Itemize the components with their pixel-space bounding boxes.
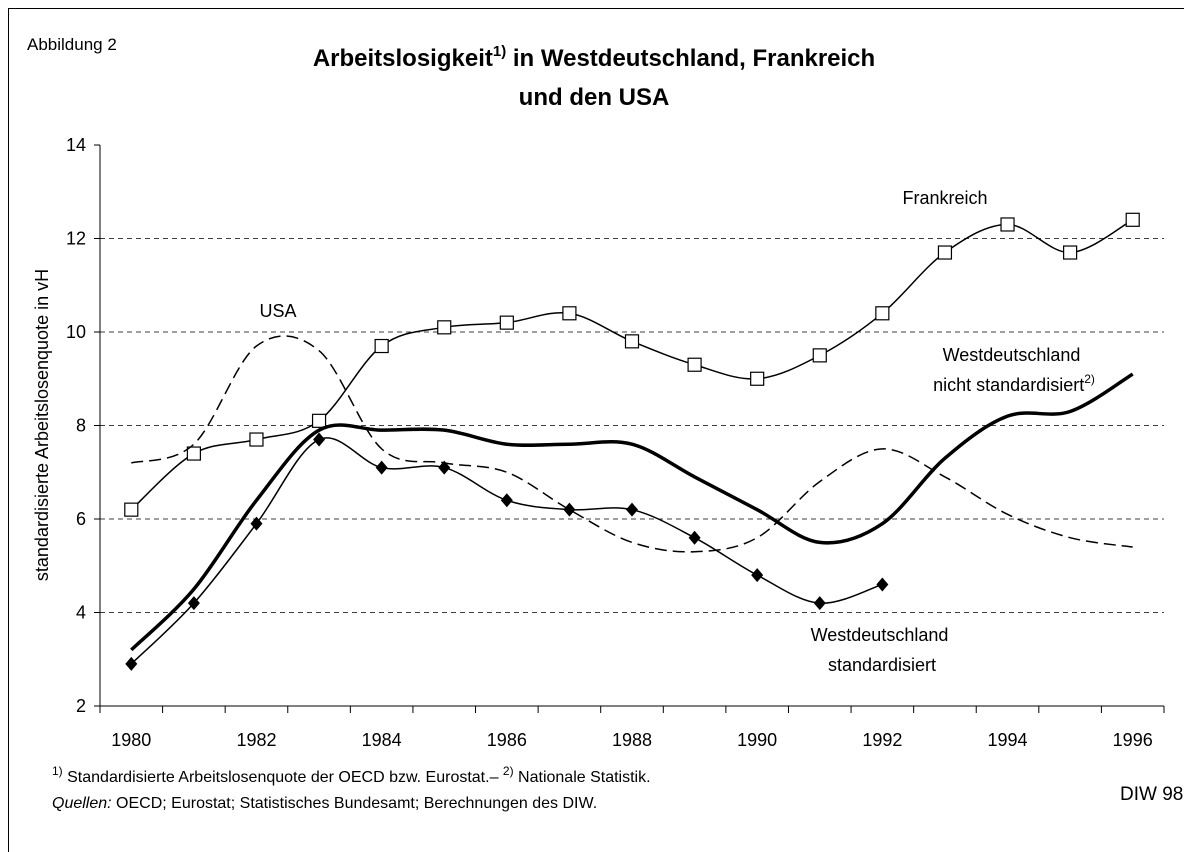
series-line bbox=[130, 437, 883, 665]
credit: DIW 98 bbox=[1120, 784, 1183, 805]
series-label-line: nicht standardisiert bbox=[933, 375, 1084, 395]
footnote-text: Nationale Statistik. bbox=[518, 769, 651, 786]
marker bbox=[250, 516, 263, 531]
series-label: Westdeutschland nicht standardisiert2) bbox=[933, 345, 1095, 395]
y-tick-label: 4 bbox=[76, 603, 86, 623]
series-label-line: Frankreich bbox=[902, 188, 987, 208]
marker bbox=[187, 596, 200, 611]
x-tick-label: 1996 bbox=[1113, 730, 1153, 750]
marker bbox=[249, 432, 264, 447]
marker bbox=[313, 432, 326, 447]
y-axis-label: standardisierte Arbeitslosenquote in vH bbox=[32, 269, 52, 581]
marker bbox=[624, 334, 640, 349]
title-part: in Westdeutschland, Frankreich bbox=[513, 45, 875, 72]
x-tick-label: 1988 bbox=[612, 730, 652, 750]
sources-text: OECD; Eurostat; Statistisches Bundesamt;… bbox=[116, 795, 597, 812]
y-tick-label: 8 bbox=[76, 416, 86, 436]
series-line bbox=[130, 372, 1134, 652]
chart-title: Arbeitslosigkeit1) in Westdeutschland, F… bbox=[313, 43, 875, 72]
sources-label: Quellen: bbox=[52, 795, 112, 812]
y-tick-label: 2 bbox=[76, 696, 86, 716]
marker bbox=[750, 371, 765, 386]
marker bbox=[124, 502, 139, 517]
y-tick-label: 10 bbox=[66, 322, 86, 342]
marker bbox=[500, 493, 513, 508]
marker bbox=[813, 596, 826, 611]
series-label-line: USA bbox=[259, 301, 296, 321]
title-part: Arbeitslosigkeit bbox=[313, 45, 493, 72]
marker bbox=[937, 245, 953, 260]
x-tick-label: 1984 bbox=[362, 730, 402, 750]
series-label-line: standardisiert bbox=[828, 655, 936, 675]
marker bbox=[812, 348, 827, 363]
series-label: USA bbox=[259, 301, 296, 321]
x-tick-label: 1982 bbox=[236, 730, 276, 750]
y-tick-label: 12 bbox=[66, 229, 86, 249]
footnote-marker: 1) bbox=[52, 764, 63, 778]
series-label: Westdeutschland standardisiert bbox=[811, 625, 954, 675]
y-tick-label: 6 bbox=[76, 509, 86, 529]
marker bbox=[626, 502, 638, 517]
x-tick-label: 1986 bbox=[487, 730, 527, 750]
marker bbox=[375, 460, 388, 475]
series-label-line: Westdeutschland bbox=[811, 625, 954, 645]
marker bbox=[438, 460, 451, 475]
footnote-marker: 2) bbox=[503, 764, 514, 778]
marker bbox=[311, 413, 327, 428]
marker bbox=[374, 338, 389, 354]
marker bbox=[688, 530, 701, 545]
series-label-line: Westdeutschland bbox=[943, 345, 1086, 365]
sources: Quellen: OECD; Eurostat; Statistisches B… bbox=[52, 795, 597, 812]
marker bbox=[751, 568, 764, 583]
series-label: Frankreich bbox=[902, 188, 987, 208]
marker bbox=[499, 315, 514, 330]
marker bbox=[687, 357, 702, 372]
chart-title: und den USA bbox=[519, 84, 670, 111]
marker bbox=[1063, 245, 1078, 260]
x-tick-label: 1994 bbox=[988, 730, 1028, 750]
footnote-text: Standardisierte Arbeitslosenquote der OE… bbox=[67, 769, 498, 786]
marker bbox=[125, 656, 138, 671]
y-tick-label: 14 bbox=[66, 135, 86, 155]
marker bbox=[562, 306, 577, 321]
title-footnote: 1) bbox=[493, 43, 506, 60]
marker bbox=[875, 306, 890, 321]
marker bbox=[186, 446, 201, 461]
marker bbox=[1000, 217, 1015, 232]
title-part bbox=[506, 45, 513, 72]
x-tick-label: 1992 bbox=[862, 730, 902, 750]
frame bbox=[8, 8, 1184, 852]
series-label-footnote: 2) bbox=[1084, 372, 1095, 386]
footnote: 1) Standardisierte Arbeitslosenquote der… bbox=[52, 764, 651, 786]
marker bbox=[437, 320, 452, 335]
marker bbox=[1125, 212, 1140, 227]
figure-label: Abbildung 2 bbox=[27, 35, 117, 54]
marker bbox=[876, 577, 889, 592]
marker bbox=[563, 502, 576, 517]
x-tick-label: 1980 bbox=[111, 730, 151, 750]
x-tick-label: 1990 bbox=[737, 730, 777, 750]
